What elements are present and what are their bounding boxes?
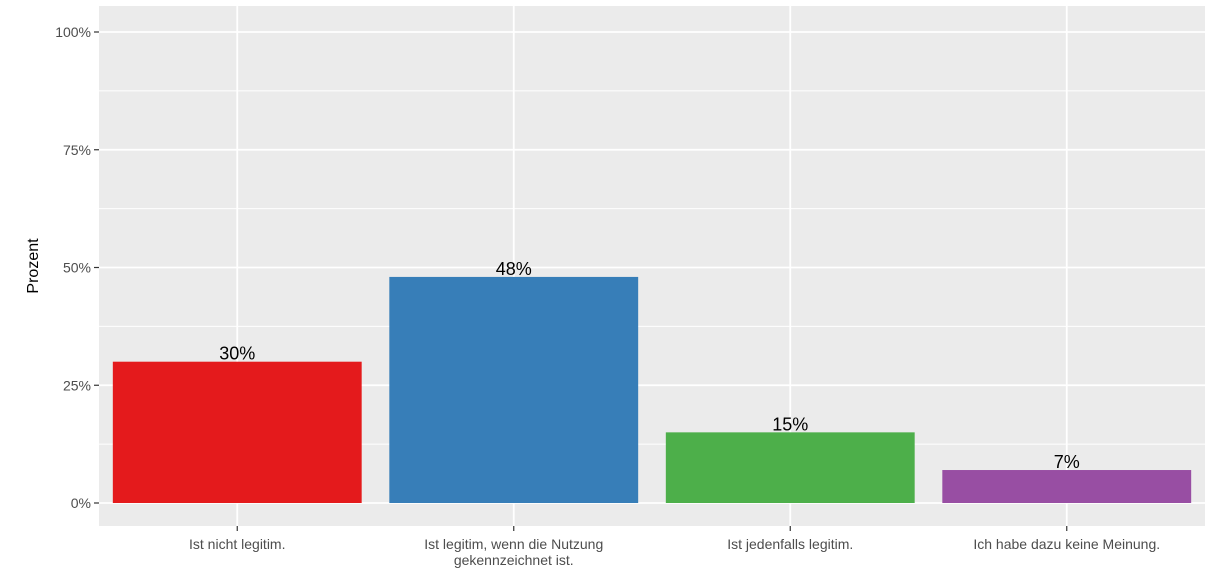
data-label: 30% — [219, 344, 255, 364]
x-tick-label: Ist nicht legitim. — [189, 536, 285, 552]
data-label: 7% — [1054, 452, 1080, 472]
y-tick-label: 50% — [63, 260, 91, 276]
x-tick-label: Ist jedenfalls legitim. — [727, 536, 853, 552]
y-tick-label: 75% — [63, 142, 91, 158]
y-tick-label: 0% — [71, 495, 91, 511]
bars — [112, 276, 1192, 503]
data-label: 15% — [772, 414, 808, 434]
x-tick-label: Ich habe dazu keine Meinung. — [973, 536, 1160, 552]
x-tick-label-line: Ich habe dazu keine Meinung. — [973, 536, 1160, 552]
x-axis: Ist nicht legitim. Ist legitim, wenn die … — [189, 526, 1160, 568]
data-labels: 30% 48% 15% 7% — [219, 259, 1080, 472]
y-tick-label: 25% — [63, 377, 91, 393]
y-axis-title: Prozent — [25, 238, 42, 294]
bar — [112, 361, 362, 503]
x-tick-label-line: Ist legitim, wenn die Nutzung — [424, 536, 603, 552]
y-tick-label: 100% — [55, 24, 91, 40]
bar — [389, 276, 639, 503]
y-axis: 0% 25% 50% 75% 100% — [55, 24, 99, 511]
x-tick-label-line: Ist jedenfalls legitim. — [727, 536, 853, 552]
x-tick-label: Ist legitim, wenn die Nutzung gekennzeich… — [424, 536, 603, 568]
x-tick-label-line: gekennzeichnet ist. — [454, 552, 574, 568]
x-tick-label-line: Ist nicht legitim. — [189, 536, 285, 552]
bar — [665, 432, 915, 503]
data-label: 48% — [496, 259, 532, 279]
bar — [942, 470, 1192, 503]
